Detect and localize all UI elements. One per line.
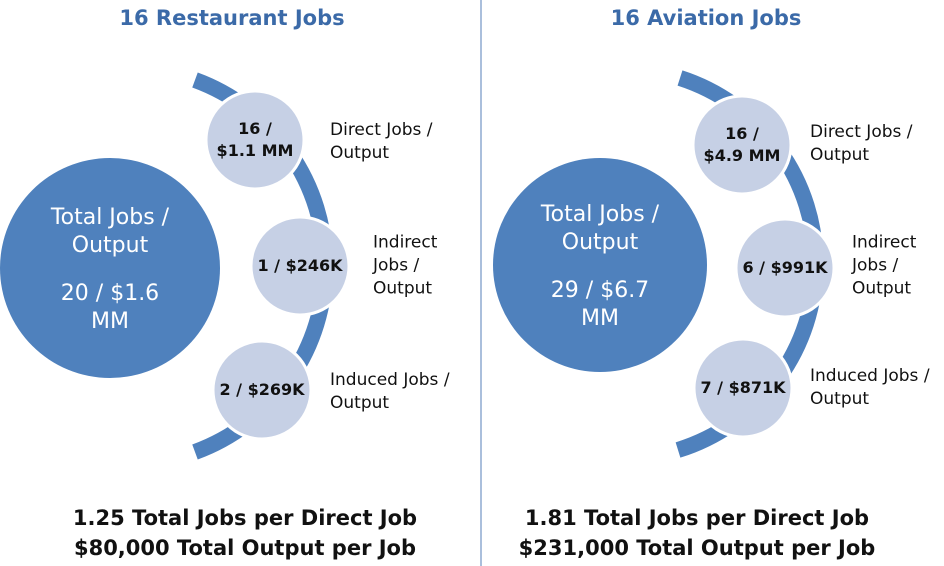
- total-label-line: Total Jobs /: [50, 205, 170, 230]
- total-value: 20 / $1.6 MM: [61, 280, 159, 336]
- item-value: 16 / $1.1 MM: [217, 118, 294, 162]
- item-circle: [249, 215, 351, 317]
- item-label-line: Output: [330, 393, 390, 413]
- panel-title: 16 Restaurant Jobs: [119, 6, 345, 30]
- item-label: Induced Jobs / Output: [810, 365, 930, 411]
- total-value-line: MM: [581, 306, 619, 331]
- item-label-line: Indirect: [852, 232, 917, 253]
- total-value-line: 20 / $1.6: [60, 281, 160, 306]
- item-value-line: 6 / $991K: [742, 258, 828, 277]
- summary-line: $80,000 Total Output per Job: [73, 536, 417, 560]
- item-label: Induced Jobs / Output: [330, 369, 450, 415]
- item-value: 1 / $246K: [257, 255, 342, 277]
- item-label-line: Direct Jobs /: [810, 122, 913, 142]
- item-label: Indirect Jobs / Output: [852, 232, 916, 301]
- item-value-line: $1.1 MM: [216, 141, 294, 160]
- item-value: 2 / $269K: [219, 379, 304, 401]
- item-label-line: Jobs /: [373, 255, 420, 276]
- item-label-line: Induced Jobs /: [330, 370, 450, 390]
- item-value-line: 1 / $246K: [257, 256, 343, 275]
- total-circle: [0, 158, 220, 378]
- item-label-line: Indirect: [373, 232, 438, 253]
- item-value-line: $4.9 MM: [703, 146, 781, 165]
- total-label-line: Output: [561, 230, 639, 255]
- summary: 1.81 Total Jobs per Direct Job $231,000 T…: [519, 503, 876, 563]
- item-label: Direct Jobs / Output: [810, 121, 913, 167]
- total-value: 29 / $6.7 MM: [551, 277, 649, 333]
- total-label: Total Jobs / Output: [541, 201, 659, 257]
- item-value-line: 16 /: [725, 124, 759, 143]
- item-label-line: Output: [330, 143, 390, 163]
- item-circle: [734, 217, 836, 319]
- summary-line: 1.81 Total Jobs per Direct Job: [524, 506, 870, 530]
- summary-line: $231,000 Total Output per Job: [518, 536, 876, 560]
- item-circle: [691, 94, 793, 196]
- item-label-line: Output: [810, 145, 870, 165]
- item-value: 6 / $991K: [742, 257, 827, 279]
- total-label: Total Jobs / Output: [51, 204, 169, 260]
- total-circle: [493, 158, 707, 372]
- item-label-line: Induced Jobs /: [810, 366, 930, 386]
- item-label: Indirect Jobs / Output: [373, 232, 437, 301]
- item-value-line: 2 / $269K: [219, 380, 305, 399]
- item-value-line: 16 /: [238, 119, 272, 138]
- item-label-line: Output: [852, 278, 912, 299]
- item-value: 16 / $4.9 MM: [704, 123, 781, 167]
- item-value: 7 / $871K: [700, 377, 785, 399]
- total-value-line: MM: [91, 309, 129, 334]
- summary: 1.25 Total Jobs per Direct Job $80,000 To…: [73, 503, 417, 563]
- panel-title: 16 Aviation Jobs: [610, 6, 802, 30]
- summary-line: 1.25 Total Jobs per Direct Job: [72, 506, 418, 530]
- item-circle: [211, 339, 313, 441]
- item-circle: [692, 337, 794, 439]
- item-circle: [204, 89, 306, 191]
- item-label-line: Output: [810, 389, 870, 409]
- total-label-line: Total Jobs /: [540, 202, 660, 227]
- item-label: Direct Jobs / Output: [330, 119, 433, 165]
- total-value-line: 29 / $6.7: [550, 278, 650, 303]
- total-label-line: Output: [71, 233, 149, 258]
- item-label-line: Direct Jobs /: [330, 120, 433, 140]
- item-label-line: Output: [373, 278, 433, 299]
- item-label-line: Jobs /: [852, 255, 899, 276]
- item-value-line: 7 / $871K: [700, 378, 786, 397]
